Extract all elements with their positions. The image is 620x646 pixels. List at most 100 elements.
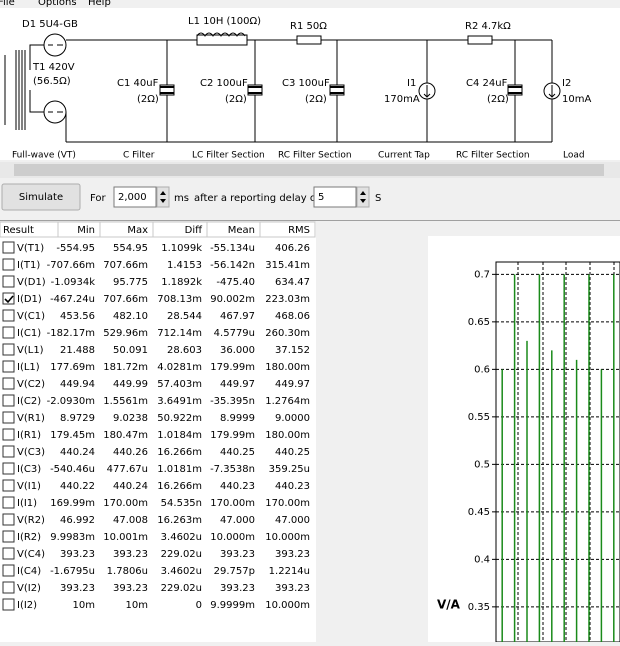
- result-name: V(I1): [17, 481, 41, 492]
- cell-value: 1.1892k: [161, 277, 202, 288]
- cell-value: 440.22: [60, 481, 95, 492]
- result-name: V(R2): [17, 515, 45, 526]
- checkbox[interactable]: [2, 292, 15, 305]
- column-header[interactable]: [259, 221, 316, 238]
- cell-value: 37.152: [275, 345, 310, 356]
- input-value: 2,000: [118, 192, 147, 203]
- cell-value: -7.3538n: [210, 464, 255, 475]
- component-label: R2 4.7kΩ: [465, 21, 511, 32]
- component-label: (2Ω): [487, 94, 509, 105]
- cell-value: 180.47m: [103, 430, 148, 441]
- section-label: Full-wave (VT): [12, 151, 76, 161]
- checkbox[interactable]: [2, 275, 15, 288]
- checkbox[interactable]: [2, 343, 15, 356]
- cell-value: 9.9983m: [50, 532, 95, 543]
- cell-value: -554.95: [56, 243, 95, 254]
- results-table: [0, 222, 316, 642]
- checkbox[interactable]: [2, 428, 15, 441]
- cell-value: 468.06: [275, 311, 310, 322]
- duration-spinner[interactable]: [156, 186, 170, 208]
- spinner-arrows: [360, 191, 366, 203]
- cell-value: 46.992: [60, 515, 95, 526]
- checkbox[interactable]: [2, 530, 15, 543]
- checkbox[interactable]: [2, 496, 15, 509]
- plot-area: [495, 261, 620, 643]
- cell-value: 393.23: [60, 583, 95, 594]
- y-tick-label: 0.65: [468, 317, 490, 328]
- cell-value: 477.67u: [107, 464, 148, 475]
- cell-value: 1.2214u: [269, 566, 310, 577]
- cell-value: -707.66m: [47, 260, 95, 271]
- cell-value: 54.535n: [161, 498, 202, 509]
- cell-value: 10.000m: [265, 532, 310, 543]
- result-name: I(C2): [17, 396, 41, 407]
- result-name: V(C1): [17, 311, 45, 322]
- cell-value: 28.603: [167, 345, 202, 356]
- cell-value: 440.25: [275, 447, 310, 458]
- cell-value: 359.25u: [269, 464, 310, 475]
- column-header-text: Diff: [185, 225, 203, 236]
- cell-value: 708.13m: [157, 294, 202, 305]
- result-name: I(C4): [17, 566, 41, 577]
- cell-value: 707.66m: [103, 294, 148, 305]
- label: ms: [174, 193, 189, 204]
- checkbox[interactable]: [2, 547, 15, 560]
- cell-value: 180.00m: [265, 362, 310, 373]
- checkbox[interactable]: [2, 581, 15, 594]
- result-name: I(I1): [17, 498, 37, 509]
- checkbox[interactable]: [2, 309, 15, 322]
- cell-value: 29.757p: [214, 566, 255, 577]
- cell-value: 170.00m: [210, 498, 255, 509]
- checkbox[interactable]: [2, 462, 15, 475]
- cell-value: 177.69m: [50, 362, 95, 373]
- cell-value: 169.99m: [50, 498, 95, 509]
- y-tick-label: 0.55: [468, 412, 490, 423]
- checkbox[interactable]: [2, 479, 15, 492]
- component-label: (56.5Ω): [33, 76, 71, 87]
- checkbox[interactable]: [2, 258, 15, 271]
- result-name: I(I2): [17, 600, 37, 611]
- delay-spinner[interactable]: [356, 186, 370, 208]
- checkbox[interactable]: [2, 377, 15, 390]
- cell-value: 449.94: [60, 379, 95, 390]
- circuit-panel: [0, 8, 620, 160]
- checkbox[interactable]: [2, 411, 15, 424]
- menu-item[interactable]: Options: [38, 0, 77, 8]
- menu-item[interactable]: File: [0, 0, 15, 8]
- cell-value: 453.56: [60, 311, 95, 322]
- delay-input[interactable]: [313, 186, 357, 208]
- input-value: 5: [318, 192, 324, 203]
- cell-value: 0: [196, 600, 202, 611]
- result-name: I(C3): [17, 464, 41, 475]
- cell-value: 1.0184m: [157, 430, 202, 441]
- checkbox[interactable]: [2, 394, 15, 407]
- checkbox[interactable]: [2, 360, 15, 373]
- column-header-text: Max: [127, 225, 148, 236]
- cell-value: 223.03m: [265, 294, 310, 305]
- section-label: C Filter: [123, 151, 155, 161]
- cell-value: 315.41m: [265, 260, 310, 271]
- checkbox[interactable]: [2, 513, 15, 526]
- simulate-button[interactable]: [1, 183, 81, 211]
- result-name: V(T1): [17, 243, 44, 254]
- component-label: C1 40uF: [117, 78, 159, 89]
- checkbox[interactable]: [2, 241, 15, 254]
- cell-value: -1.0934k: [51, 277, 96, 288]
- cell-value: 482.10: [113, 311, 148, 322]
- checkbox[interactable]: [2, 564, 15, 577]
- divider: [0, 220, 620, 221]
- cell-value: 179.45m: [50, 430, 95, 441]
- cell-value: 393.23: [275, 583, 310, 594]
- section-label: LC Filter Section: [192, 151, 265, 161]
- checkbox[interactable]: [2, 598, 15, 611]
- duration-input[interactable]: [113, 186, 157, 208]
- checkbox[interactable]: [2, 445, 15, 458]
- menu-item[interactable]: Help: [88, 0, 111, 8]
- checkbox[interactable]: [2, 326, 15, 339]
- result-name: I(D1): [17, 294, 42, 305]
- column-header-text: Min: [77, 225, 95, 236]
- result-name: V(L1): [17, 345, 44, 356]
- scrollbar-thumb[interactable]: [14, 164, 604, 176]
- column-header-text: Mean: [228, 225, 255, 236]
